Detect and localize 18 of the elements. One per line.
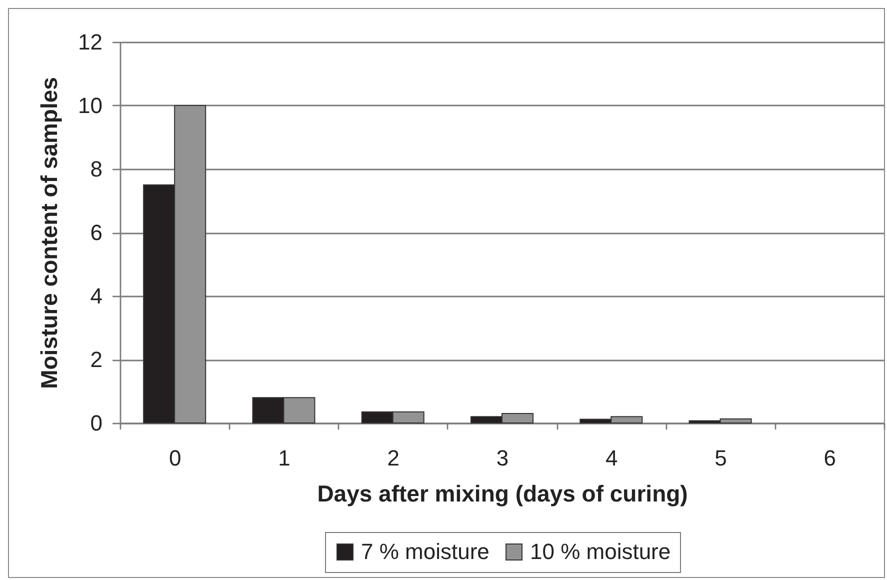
y-tick-label: 12: [78, 30, 102, 54]
y-tick-label: 4: [90, 284, 102, 308]
y-tick-label: 6: [90, 220, 102, 245]
x-tick-label: 0: [168, 446, 182, 470]
y-tick-label: 10: [78, 93, 102, 118]
legend-label: 7 % moisture: [361, 539, 490, 564]
x-tick-label: 2: [387, 446, 400, 470]
x-tick-label: 6: [824, 446, 836, 470]
x-tick-label: 5: [714, 446, 727, 470]
x-axis-title: Days after mixing (days of curing): [317, 480, 688, 506]
y-tick-label: 2: [90, 347, 102, 372]
y-axis-title: Moisture content of samples: [36, 77, 62, 389]
y-tick-label: 8: [90, 156, 102, 182]
y-tick-label: 0: [90, 410, 102, 436]
x-tick-label: 3: [496, 446, 509, 470]
x-tick-label: 1: [278, 446, 290, 470]
x-tick-label: 4: [606, 446, 618, 470]
legend-label: 10 % moisture: [530, 539, 671, 564]
